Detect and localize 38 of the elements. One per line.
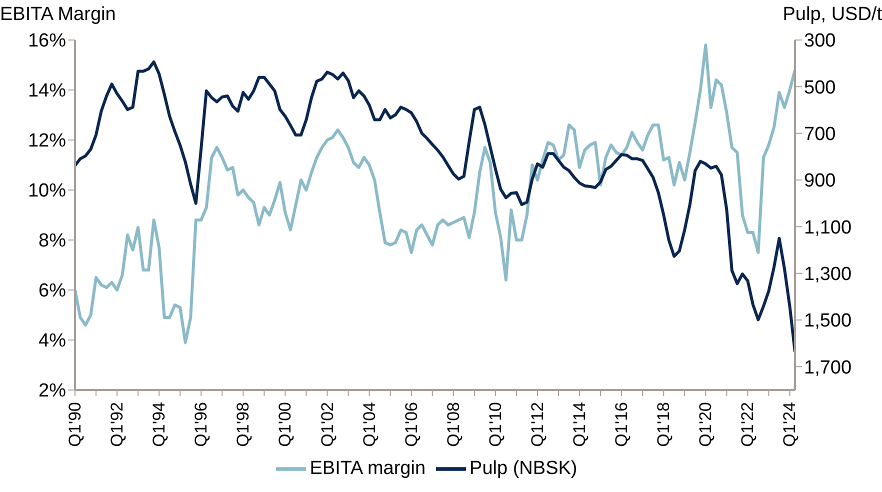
- legend-label: Pulp (NBSK): [470, 458, 578, 480]
- x-tick-label: Q1'02: [318, 402, 337, 447]
- x-tick-label: Q1'14: [570, 402, 590, 447]
- x-tick-label: Q1'00: [276, 402, 295, 447]
- x-tick-label: Q1'04: [360, 402, 379, 447]
- y-tick-label: 6%: [38, 280, 66, 302]
- y-tick-label: 10%: [28, 180, 66, 202]
- x-tick-label: Q1'16: [612, 402, 632, 447]
- y2-tick-label: 1,300: [804, 264, 852, 286]
- y-tick-label: 16%: [28, 30, 66, 52]
- y2-tick-label: 500: [804, 77, 836, 98]
- x-tick-label: Q1'20: [696, 402, 716, 447]
- x-tick-label: Q1'90: [66, 402, 84, 447]
- y2-tick-label: 1,500: [804, 310, 852, 332]
- y-tick-label: 12%: [28, 130, 66, 152]
- y2-tick-label: 900: [804, 170, 836, 192]
- y-axis-title: EBITA Margin: [0, 4, 116, 26]
- x-tick-label: Q1'98: [234, 402, 253, 447]
- y2-tick-label: 1,100: [804, 217, 852, 238]
- x-tick-label: Q1'22: [738, 402, 758, 447]
- y2-tick-label: 700: [804, 124, 836, 146]
- x-tick-label: Q1'18: [654, 402, 674, 447]
- x-tick-label: Q1'06: [402, 402, 421, 447]
- y-tick-label: 2%: [38, 380, 66, 402]
- x-tick-label: Q1'12: [528, 402, 547, 447]
- y-tick-label: 14%: [28, 80, 66, 102]
- y-tick-label: 4%: [38, 330, 66, 352]
- x-tick-label: Q1'96: [192, 402, 211, 447]
- x-tick-label: Q1'24: [780, 402, 800, 447]
- y-tick-label: 8%: [38, 230, 66, 252]
- x-tick-label: Q1'08: [444, 402, 463, 447]
- y2-tick-label: 1,700: [804, 357, 852, 378]
- legend-label: EBITA margin: [310, 458, 426, 480]
- x-tick-label: Q1'92: [108, 402, 127, 447]
- y2-tick-label: 300: [804, 30, 836, 52]
- x-tick-label: Q1'10: [486, 402, 505, 447]
- y2-axis-title: Pulp, USD/t: [782, 4, 882, 26]
- x-tick-label: Q1'94: [150, 402, 169, 447]
